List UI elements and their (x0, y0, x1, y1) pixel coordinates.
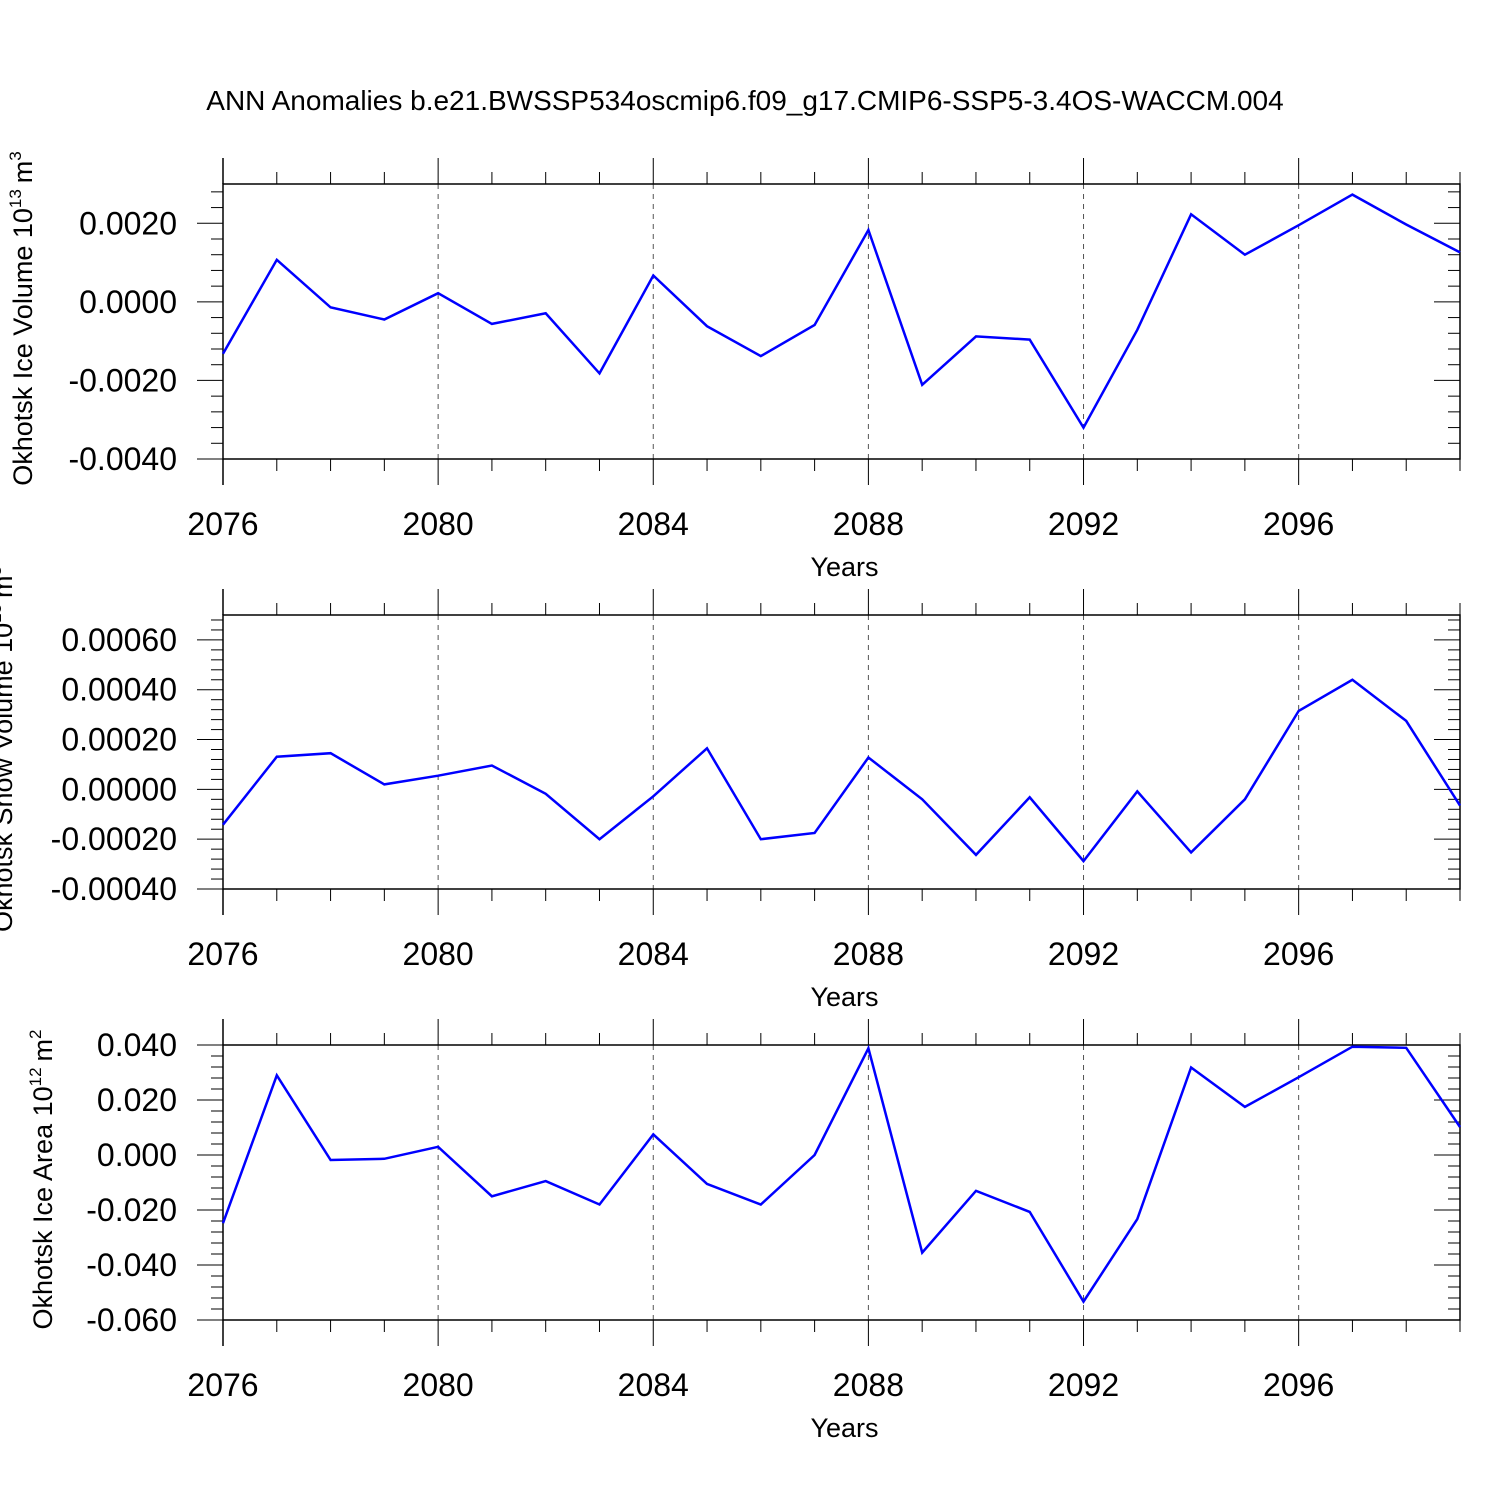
panel-3: 2076 2080 2084 2088 2092 2096 Years -0.060 -0.04… (26, 1019, 1462, 1443)
x-tick-label: 2096 (1263, 1367, 1334, 1403)
y-tick-label: 0.0020 (79, 205, 177, 241)
x-axis-label: Years (810, 1413, 878, 1443)
y-tick-label: -0.0020 (68, 362, 177, 398)
y-tick-label: -0.00040 (51, 871, 177, 907)
series-line (222, 678, 1462, 864)
y-tick-label: 0.00060 (61, 622, 177, 658)
chart-title: ANN Anomalies b.e21.BWSSP534oscmip6.f09_… (206, 85, 1283, 116)
y-tick-label: -0.040 (86, 1247, 177, 1283)
x-tick-label: 2092 (1048, 1367, 1119, 1403)
y-tick-label: -0.020 (86, 1192, 177, 1228)
x-tick-label: 2092 (1048, 936, 1119, 972)
y-tick-label: -0.060 (86, 1302, 177, 1338)
x-tick-label: 2080 (403, 936, 474, 972)
x-tick-label: 2088 (833, 936, 904, 972)
y-tick-label: 0.040 (97, 1027, 177, 1063)
plot-frame (222, 614, 1461, 890)
x-tick-label: 2076 (187, 506, 258, 542)
y-axis-label: Okhotsk Ice Volume 1013m3 (6, 151, 38, 486)
y-tick-label: -0.00020 (51, 821, 177, 857)
series-line (221, 193, 1461, 431)
x-tick-label: 2084 (618, 936, 689, 972)
y-tick-label: 0.00000 (61, 771, 177, 807)
x-tick-label: 2096 (1263, 936, 1334, 972)
x-tick-label: 2076 (187, 1367, 258, 1403)
x-tick-label: 2080 (403, 1367, 474, 1403)
panel-1: 2076 2080 2084 2088 2092 2096 Years -0.0040 -0.0… (6, 151, 1461, 582)
y-tick-label: 0.000 (97, 1137, 177, 1173)
y-tick-label: 0.00020 (61, 722, 177, 758)
x-tick-label: 2084 (618, 506, 689, 542)
x-tick-label: 2084 (618, 1367, 689, 1403)
y-tick-label: 0.0000 (79, 284, 177, 320)
y-axis-label: Okhotsk Ice Area 1012m2 (26, 1029, 58, 1329)
x-axis-label: Years (810, 982, 878, 1012)
plot-frame (222, 1044, 1461, 1321)
panel-2: 2076 2080 2084 2088 2092 2096 Years -0.00040 -0.… (0, 566, 1462, 1012)
series-line (221, 1044, 1462, 1304)
x-tick-label: 2088 (833, 1367, 904, 1403)
x-axis-label: Years (810, 552, 878, 582)
x-tick-label: 2096 (1263, 506, 1334, 542)
y-tick-label: 0.020 (97, 1082, 177, 1118)
y-tick-label: 0.00040 (61, 672, 177, 708)
x-tick-label: 2080 (403, 506, 474, 542)
x-tick-label: 2092 (1048, 506, 1119, 542)
x-tick-label: 2088 (833, 506, 904, 542)
plot-frame (222, 183, 1461, 460)
y-axis-label: Okhotsk Snow Volume 1013m3 (0, 566, 18, 932)
y-tick-label: -0.0040 (68, 441, 177, 477)
x-tick-label: 2076 (187, 936, 258, 972)
